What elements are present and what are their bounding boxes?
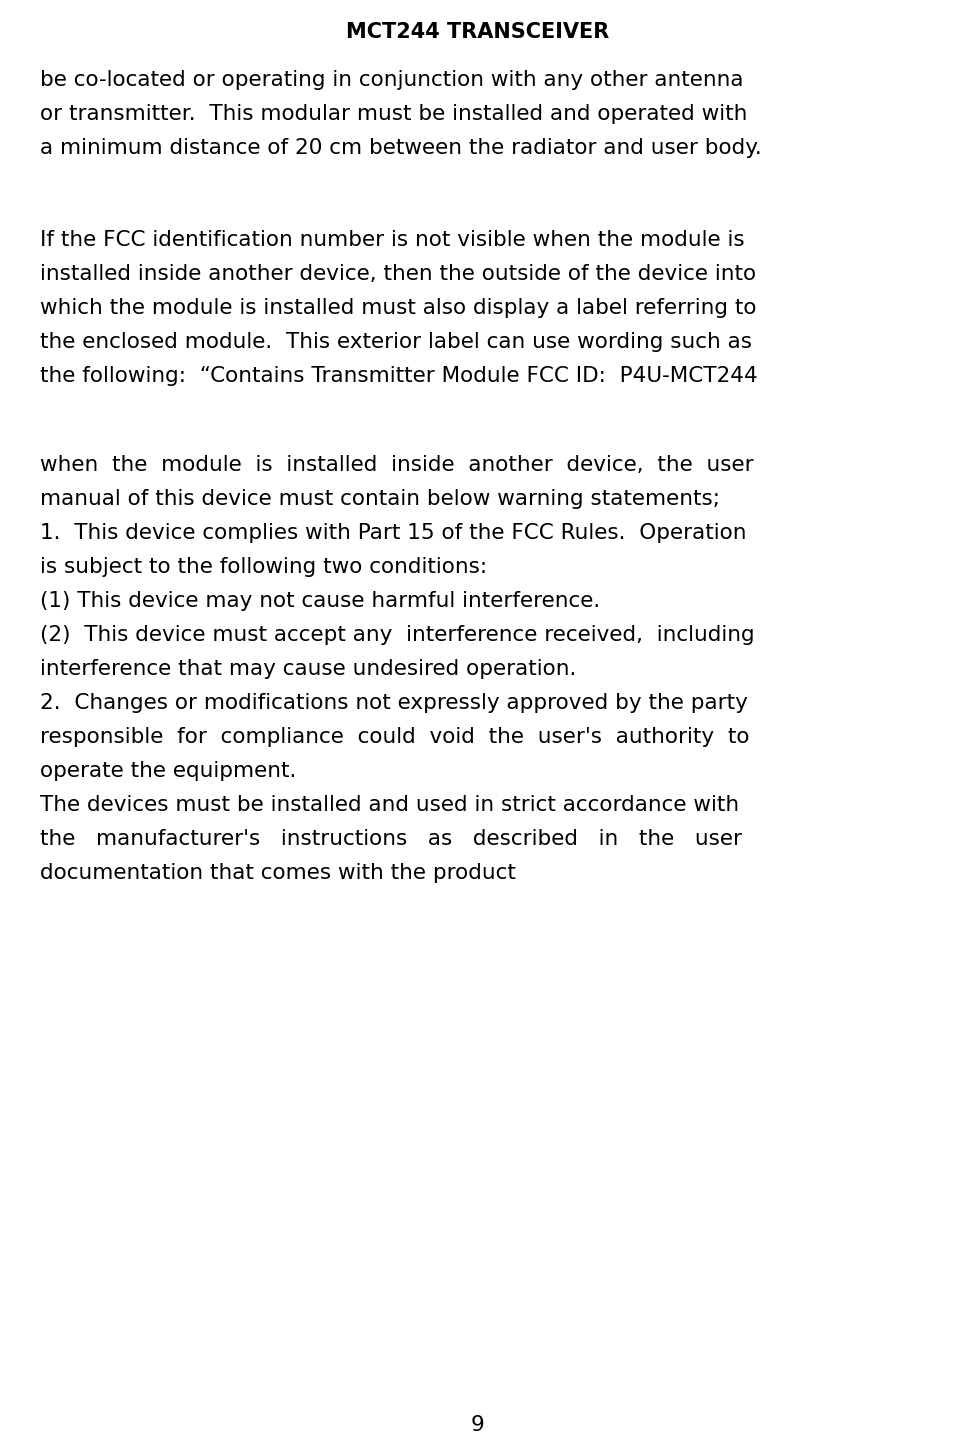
Text: (2)  This device must accept any  interference received,  including: (2) This device must accept any interfer… bbox=[40, 625, 754, 645]
Text: is subject to the following two conditions:: is subject to the following two conditio… bbox=[40, 557, 487, 577]
Text: MCT244 TRANSCEIVER: MCT244 TRANSCEIVER bbox=[346, 22, 609, 42]
Text: 9: 9 bbox=[471, 1415, 484, 1435]
Text: installed inside another device, then the outside of the device into: installed inside another device, then th… bbox=[40, 263, 756, 284]
Text: 2.  Changes or modifications not expressly approved by the party: 2. Changes or modifications not expressl… bbox=[40, 693, 748, 713]
Text: responsible  for  compliance  could  void  the  user's  authority  to: responsible for compliance could void th… bbox=[40, 726, 750, 747]
Text: The devices must be installed and used in strict accordance with: The devices must be installed and used i… bbox=[40, 794, 739, 815]
Text: the   manufacturer's   instructions   as   described   in   the   user: the manufacturer's instructions as descr… bbox=[40, 829, 742, 849]
Text: the following:  “Contains Transmitter Module FCC ID:  P4U-MCT244: the following: “Contains Transmitter Mod… bbox=[40, 366, 758, 386]
Text: a minimum distance of 20 cm between the radiator and user body.: a minimum distance of 20 cm between the … bbox=[40, 137, 762, 158]
Text: If the FCC identification number is not visible when the module is: If the FCC identification number is not … bbox=[40, 230, 745, 250]
Text: which the module is installed must also display a label referring to: which the module is installed must also … bbox=[40, 298, 756, 318]
Text: 1.  This device complies with Part 15 of the FCC Rules.  Operation: 1. This device complies with Part 15 of … bbox=[40, 522, 747, 543]
Text: (1) This device may not cause harmful interference.: (1) This device may not cause harmful in… bbox=[40, 590, 601, 611]
Text: documentation that comes with the product: documentation that comes with the produc… bbox=[40, 862, 516, 883]
Text: be co-located or operating in conjunction with any other antenna: be co-located or operating in conjunctio… bbox=[40, 69, 744, 90]
Text: when  the  module  is  installed  inside  another  device,  the  user: when the module is installed inside anot… bbox=[40, 454, 753, 475]
Text: manual of this device must contain below warning statements;: manual of this device must contain below… bbox=[40, 489, 720, 509]
Text: the enclosed module.  This exterior label can use wording such as: the enclosed module. This exterior label… bbox=[40, 331, 753, 352]
Text: interference that may cause undesired operation.: interference that may cause undesired op… bbox=[40, 658, 577, 679]
Text: or transmitter.  This modular must be installed and operated with: or transmitter. This modular must be ins… bbox=[40, 104, 748, 124]
Text: operate the equipment.: operate the equipment. bbox=[40, 761, 296, 781]
